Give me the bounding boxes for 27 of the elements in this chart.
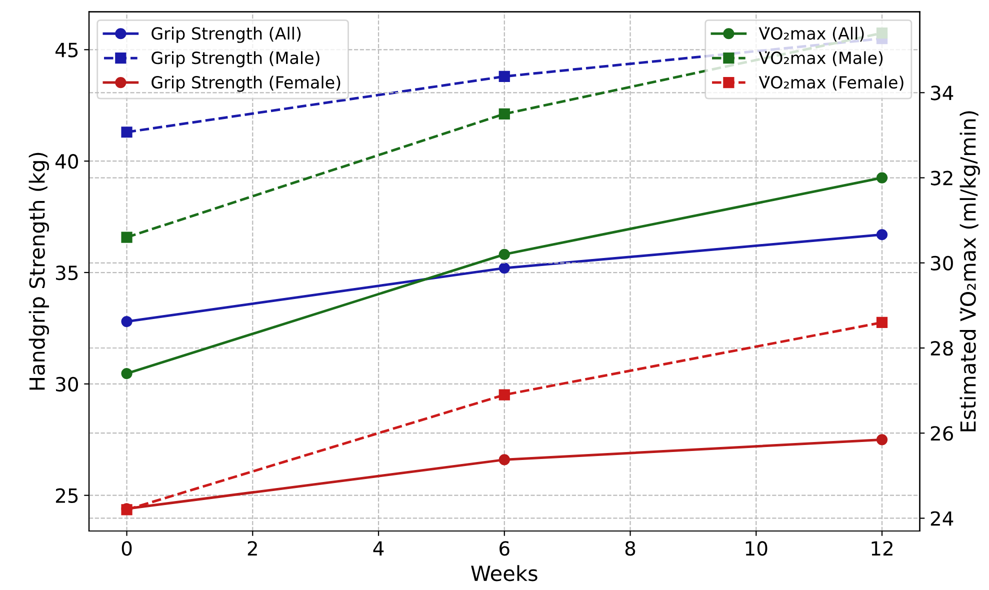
x-tick-label: 10 xyxy=(746,541,768,556)
x-axis-title: Weeks xyxy=(471,565,538,582)
x-tick-label: 8 xyxy=(625,541,636,556)
y2-tick-label: 24 xyxy=(930,511,954,526)
y-tick-label: 40 xyxy=(55,154,78,169)
x-tick-label: 2 xyxy=(248,541,257,556)
legend-label: V̇O₂max (Male) xyxy=(758,51,883,66)
y2-axis-title: Estimated V̇O₂max (ml/kg/min) xyxy=(960,111,980,432)
x-tick-label: 6 xyxy=(500,541,510,556)
x-tick-label: 4 xyxy=(373,541,384,556)
legend-label: V̇O₂max (Female) xyxy=(758,76,904,91)
x-tick-label: 12 xyxy=(872,541,892,556)
legend-label: V̇O₂max (All) xyxy=(758,26,864,42)
y-axis-title: Handgrip Strength (kg) xyxy=(28,152,49,390)
y2-tick-label: 28 xyxy=(930,340,953,356)
x-tick-label: 0 xyxy=(122,541,132,556)
y2-tick-label: 30 xyxy=(930,256,953,271)
legend-label: Grip Strength (Female) xyxy=(152,76,340,92)
y-tick-label: 35 xyxy=(56,265,78,280)
y-tick-label: 45 xyxy=(55,42,78,58)
y2-tick-label: 26 xyxy=(930,426,954,441)
y-tick-label: 25 xyxy=(56,488,78,504)
legend-label: Grip Strength (All) xyxy=(152,26,301,43)
legend-label: Grip Strength (Male) xyxy=(152,51,320,68)
y2-tick-label: 34 xyxy=(930,86,954,100)
y-tick-label: 30 xyxy=(56,376,78,392)
y2-tick-label: 32 xyxy=(930,170,952,186)
